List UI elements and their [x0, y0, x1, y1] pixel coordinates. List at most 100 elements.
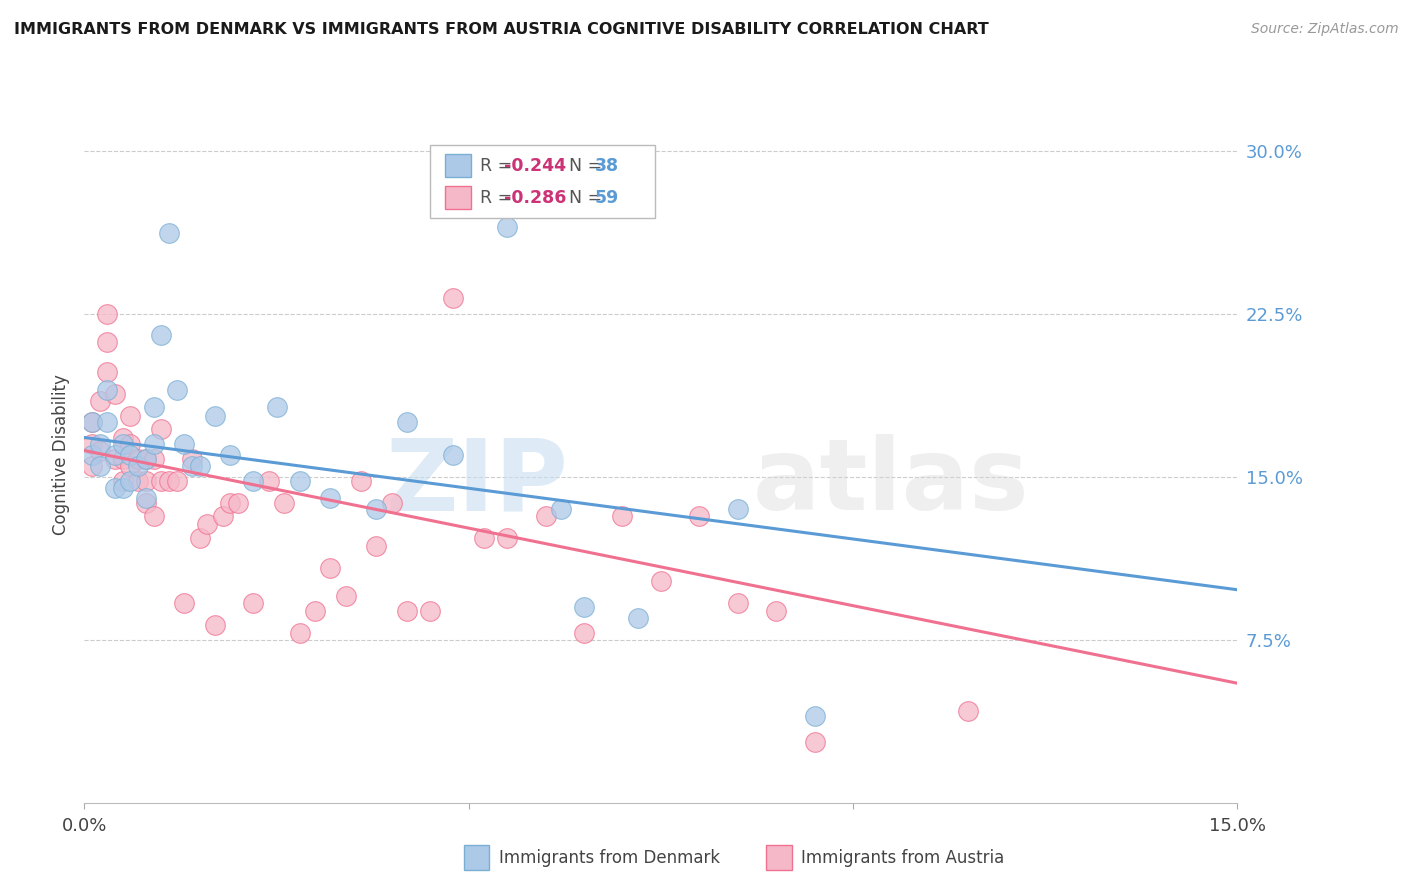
Point — [288, 474, 311, 488]
Point — [111, 437, 134, 451]
Point — [111, 430, 134, 444]
Text: 38: 38 — [595, 157, 619, 175]
Point — [288, 626, 311, 640]
Point — [242, 596, 264, 610]
Point — [150, 422, 173, 436]
Text: Immigrants from Austria: Immigrants from Austria — [801, 849, 1005, 867]
Point — [120, 437, 142, 451]
Point — [166, 383, 188, 397]
Point — [612, 508, 634, 523]
Point — [173, 596, 195, 610]
Point — [120, 458, 142, 473]
Point — [273, 496, 295, 510]
Text: atlas: atlas — [754, 434, 1029, 532]
Point — [242, 474, 264, 488]
Point — [534, 508, 557, 523]
Text: IMMIGRANTS FROM DENMARK VS IMMIGRANTS FROM AUSTRIA COGNITIVE DISABILITY CORRELAT: IMMIGRANTS FROM DENMARK VS IMMIGRANTS FR… — [14, 22, 988, 37]
Point — [419, 605, 441, 619]
FancyBboxPatch shape — [446, 154, 471, 178]
Point — [441, 291, 464, 305]
Point — [80, 458, 103, 473]
Point — [127, 474, 149, 488]
Point — [150, 328, 173, 343]
Point — [319, 491, 342, 506]
Point — [188, 531, 211, 545]
Point — [550, 502, 572, 516]
FancyBboxPatch shape — [446, 186, 471, 210]
Point — [204, 617, 226, 632]
Point — [166, 474, 188, 488]
Y-axis label: Cognitive Disability: Cognitive Disability — [52, 375, 70, 535]
Point — [135, 496, 157, 510]
Point — [142, 437, 165, 451]
Point — [142, 452, 165, 467]
Point — [266, 400, 288, 414]
Point — [226, 496, 249, 510]
Point — [188, 458, 211, 473]
Point — [80, 448, 103, 462]
Point — [135, 491, 157, 506]
Point — [195, 517, 218, 532]
Point — [219, 496, 242, 510]
Point — [727, 596, 749, 610]
Point — [319, 561, 342, 575]
Text: N =: N = — [568, 157, 607, 175]
Text: Immigrants from Denmark: Immigrants from Denmark — [499, 849, 720, 867]
Point — [135, 452, 157, 467]
Point — [127, 452, 149, 467]
Point — [142, 508, 165, 523]
Point — [111, 474, 134, 488]
Point — [120, 474, 142, 488]
Point — [135, 452, 157, 467]
Point — [396, 605, 419, 619]
Text: -0.244: -0.244 — [503, 157, 567, 175]
Text: -0.286: -0.286 — [503, 189, 567, 207]
Point — [173, 437, 195, 451]
Point — [257, 474, 280, 488]
Point — [104, 448, 127, 462]
Point — [111, 452, 134, 467]
FancyBboxPatch shape — [430, 145, 655, 219]
Point — [727, 502, 749, 516]
Point — [96, 365, 118, 379]
Point — [350, 474, 373, 488]
Point — [627, 611, 650, 625]
Point — [142, 400, 165, 414]
Point — [957, 705, 980, 719]
Point — [472, 531, 495, 545]
Point — [104, 452, 127, 467]
Point — [150, 474, 173, 488]
Point — [89, 437, 111, 451]
Point — [157, 474, 180, 488]
Point — [441, 448, 464, 462]
Point — [335, 589, 357, 603]
Text: R =: R = — [479, 157, 517, 175]
Point — [104, 387, 127, 401]
Text: R =: R = — [479, 189, 517, 207]
Point — [765, 605, 787, 619]
Point — [181, 458, 204, 473]
Point — [803, 708, 825, 723]
Point — [89, 458, 111, 473]
Point — [104, 481, 127, 495]
Point — [204, 409, 226, 423]
Point — [96, 307, 118, 321]
Point — [96, 383, 118, 397]
Text: ZIP: ZIP — [385, 434, 568, 532]
Point — [366, 502, 388, 516]
Text: 59: 59 — [595, 189, 620, 207]
Point — [219, 448, 242, 462]
Point — [181, 452, 204, 467]
Point — [650, 574, 672, 588]
Point — [572, 626, 595, 640]
Point — [496, 531, 519, 545]
Point — [80, 437, 103, 451]
Point — [803, 735, 825, 749]
Point — [381, 496, 404, 510]
Point — [496, 219, 519, 234]
Point — [211, 508, 233, 523]
Point — [127, 458, 149, 473]
Point — [89, 443, 111, 458]
Point — [304, 605, 326, 619]
Point — [396, 415, 419, 429]
